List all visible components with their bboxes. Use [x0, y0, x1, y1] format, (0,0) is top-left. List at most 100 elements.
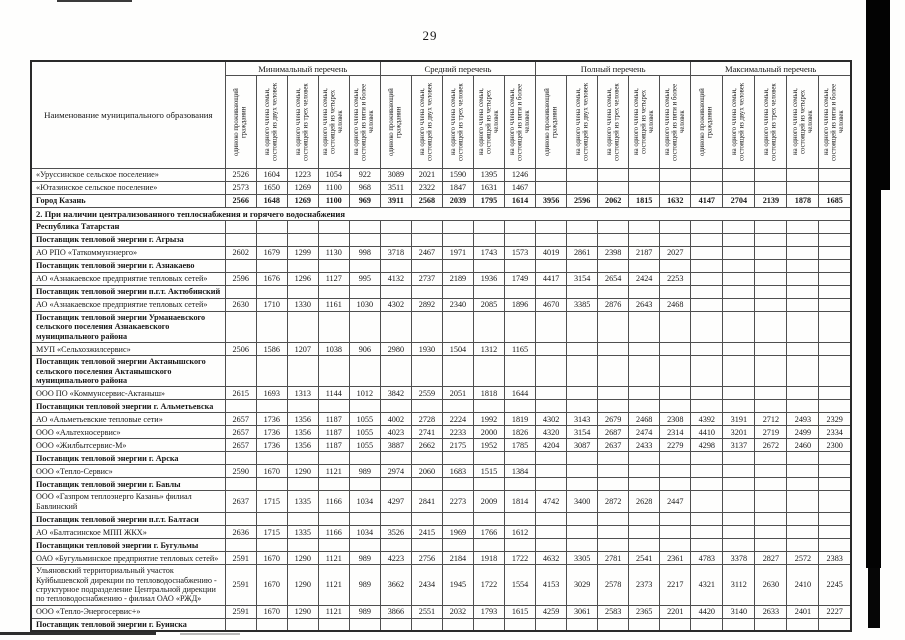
value-cell [754, 298, 788, 312]
value-cell [722, 259, 756, 273]
value-cell [224, 259, 257, 273]
value-cell [348, 512, 381, 527]
value-cell: 3400 [566, 490, 599, 514]
value-cell [818, 181, 852, 195]
value-cell: 2398 [597, 246, 630, 260]
value-cell [597, 285, 630, 299]
value-cell [535, 399, 568, 414]
value-cell [535, 355, 568, 388]
value-cell [754, 512, 788, 527]
value-cell: 4147 [690, 194, 724, 208]
value-cell: 1785 [503, 438, 537, 453]
value-cell [754, 399, 788, 414]
value-cell [818, 477, 852, 492]
value-cell [410, 355, 443, 388]
value-cell: 2139 [754, 194, 788, 208]
value-cell [628, 181, 661, 195]
value-cell [535, 220, 568, 234]
value-cell [535, 477, 568, 492]
value-cell: 2596 [224, 272, 257, 286]
value-cell: 1055 [348, 412, 381, 427]
value-cell: 1055 [348, 425, 381, 440]
value-cell [722, 285, 756, 299]
value-cell [472, 617, 506, 632]
value-cell: 2227 [818, 604, 852, 619]
value-cell [690, 233, 724, 247]
value-cell [410, 477, 443, 492]
value-cell [410, 233, 443, 247]
value-cell [472, 512, 506, 527]
value-cell [818, 298, 852, 312]
value-cell [317, 538, 350, 553]
value-cell [597, 168, 630, 182]
value-cell: 1313 [286, 386, 319, 401]
value-cell: 969 [348, 194, 381, 208]
value-cell [659, 181, 692, 195]
value-cell: 1223 [286, 168, 319, 182]
value-cell: 1467 [503, 181, 537, 195]
value-cell: 1952 [472, 438, 506, 453]
value-cell: 4410 [690, 425, 724, 440]
value-cell: 2630 [754, 564, 788, 606]
value-cell [535, 181, 568, 195]
value-cell [690, 298, 724, 312]
value-cell: 2657 [224, 425, 257, 440]
value-cell [379, 310, 412, 344]
table-row: «Ютазинское сельское поселение» 2573 1650 1… [30, 181, 852, 195]
value-cell [722, 342, 756, 357]
value-cell [659, 512, 692, 527]
value-cell [818, 399, 852, 414]
value-cell: 1670 [255, 604, 288, 619]
scan-artifact-bottom-line [0, 632, 156, 635]
value-cell [410, 220, 443, 234]
value-cell [503, 451, 537, 466]
value-cell [786, 617, 820, 632]
value-cell [690, 168, 724, 182]
subcolumn-header-g2-c1: на одного члена семьи, состоящей из двух… [566, 75, 599, 169]
value-cell: 2861 [566, 246, 599, 260]
value-cell: 1290 [286, 464, 319, 479]
value-cell: 1971 [441, 246, 474, 260]
value-cell [818, 538, 852, 553]
subcolumn-header-g2-c2: на одного члена семьи, состоящей из трех… [597, 75, 630, 169]
value-cell: 2578 [597, 564, 630, 606]
value-cell [317, 259, 350, 273]
value-cell: 2027 [659, 246, 692, 260]
value-cell: 968 [348, 181, 381, 195]
value-cell [503, 617, 537, 632]
value-cell [317, 285, 350, 299]
value-cell [754, 272, 788, 286]
value-cell: 2383 [818, 551, 852, 566]
value-cell: 4670 [535, 298, 568, 312]
value-cell: 1818 [472, 386, 506, 401]
value-cell [659, 477, 692, 492]
value-cell: 1055 [348, 438, 381, 453]
table-row: Город Казань 2566 1648 1269 1100 969 3911 2568 2… [30, 194, 852, 208]
value-cell: 2300 [818, 438, 852, 453]
value-cell [224, 233, 257, 247]
value-cell: 1121 [317, 551, 350, 566]
value-cell [754, 246, 788, 260]
value-cell [722, 168, 756, 182]
supplier-group-label: Поставщик тепловой энергии п.г.т. Балтас… [30, 512, 226, 527]
value-cell [722, 512, 756, 527]
value-cell [255, 220, 288, 234]
value-cell [286, 477, 319, 492]
value-cell: 1896 [503, 298, 537, 312]
supplier-group-label: Поставщик тепловой энергии г. Бавлы [30, 477, 226, 492]
value-cell: 1736 [255, 412, 288, 427]
value-cell [659, 310, 692, 344]
value-cell: 2032 [441, 604, 474, 619]
value-cell [255, 451, 288, 466]
row-name-cell: Ульяновский территориальный участок Куйб… [30, 564, 226, 606]
supplier-group-label: Поставщик тепловой энергии п.г.т. Актюби… [30, 285, 226, 299]
value-cell: 2499 [786, 425, 820, 440]
value-cell: 2401 [786, 604, 820, 619]
value-cell: 1384 [503, 464, 537, 479]
subcolumn-header-g2-c3: на одного члена семьи, состоящей из четы… [628, 75, 661, 169]
value-cell: 2781 [597, 551, 630, 566]
value-cell: 2980 [379, 342, 412, 357]
value-cell [786, 181, 820, 195]
value-cell: 1012 [348, 386, 381, 401]
value-cell: 1632 [659, 194, 692, 208]
